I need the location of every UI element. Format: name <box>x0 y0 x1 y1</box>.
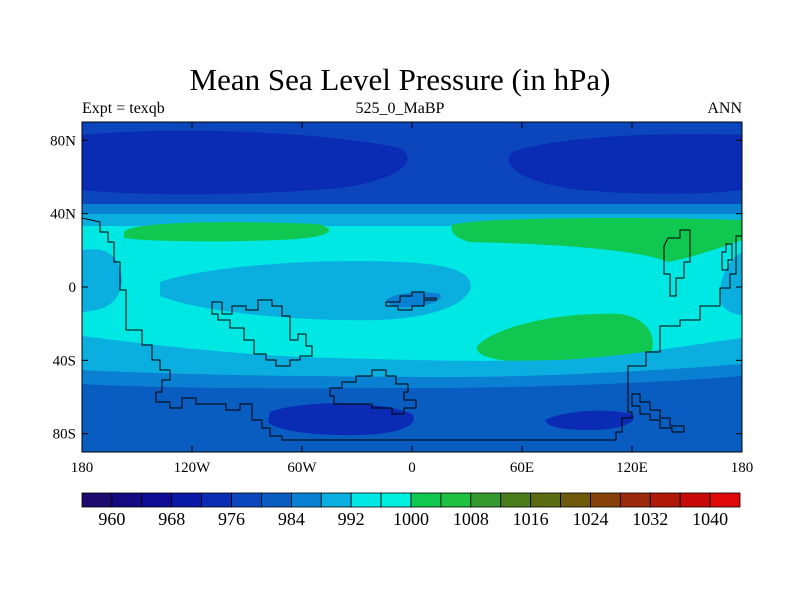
colorbar-swatch <box>590 492 621 508</box>
coastline-main <box>82 217 742 441</box>
colorbar-swatch <box>560 492 591 508</box>
low-core-north-west <box>82 130 408 195</box>
chart-title: Mean Sea Level Pressure (in hPa) <box>189 62 611 97</box>
y-tick-label: 40N <box>50 207 76 223</box>
y-tick-label: 40S <box>53 353 76 369</box>
x-tick-label: 120W <box>174 460 212 476</box>
x-tick-label: 180 <box>71 460 94 476</box>
axis-ticks: 180 120W 60W 0 60E 120E 180 80N 40N 0 40S 80S <box>50 122 753 476</box>
colorbar-swatch <box>410 492 442 508</box>
x-tick-label: 60W <box>287 460 317 476</box>
tropical-patch-west <box>82 249 122 312</box>
colorbar-label: 1040 <box>692 509 728 529</box>
colorbar-swatch <box>261 492 292 508</box>
colorbar-swatch <box>470 492 502 508</box>
contour-fill <box>82 122 742 452</box>
experiment-label: Expt = texqb <box>82 100 165 117</box>
colorbar: 960 968 976 984 992 1000 1008 1016 1024 1032 1040 <box>81 492 741 529</box>
period-label: 525_0_MaBP <box>355 100 445 117</box>
colorbar-swatch <box>320 492 352 508</box>
coastline-peninsula-south <box>631 393 685 433</box>
colorbar-swatch <box>649 492 681 508</box>
colorbar-label: 1032 <box>632 509 668 529</box>
coastline-east-b <box>721 243 733 271</box>
high-north-west <box>124 222 330 242</box>
colorbar-swatch <box>231 492 262 508</box>
colorbar-label: 1024 <box>572 509 608 529</box>
high-south <box>476 313 653 365</box>
season-label: ANN <box>707 100 742 117</box>
colorbar-swatch <box>141 492 173 508</box>
high-north-east <box>451 217 742 262</box>
colorbar-swatch <box>350 492 382 508</box>
colorbar-label: 968 <box>158 509 185 529</box>
colorbar-swatch <box>679 492 711 508</box>
y-tick-label: 80S <box>53 427 76 443</box>
colorbar-swatch <box>201 492 232 508</box>
coastline-island-equator <box>385 291 437 311</box>
colorbar-swatch <box>709 492 741 508</box>
colorbar-label: 992 <box>338 509 365 529</box>
colorbar-label: 1008 <box>453 509 489 529</box>
x-tick-label: 120E <box>616 460 648 476</box>
colorbar-swatch <box>111 492 143 508</box>
x-tick-label: 180 <box>731 460 754 476</box>
colorbar-label: 984 <box>278 509 305 529</box>
coastline-continent-a <box>211 299 313 367</box>
y-tick-label: 0 <box>69 280 77 296</box>
colorbar-swatch <box>440 492 472 508</box>
colorbar-swatch <box>81 492 113 508</box>
colorbar-swatch <box>380 492 412 508</box>
coastlines <box>82 217 742 441</box>
colorbar-label: 976 <box>218 509 245 529</box>
y-tick-label: 80N <box>50 133 76 149</box>
x-tick-label: 0 <box>408 460 416 476</box>
low-core-north-east <box>508 133 742 194</box>
colorbar-swatch <box>619 492 651 508</box>
colorbar-swatch <box>171 492 203 508</box>
colorbar-label: 1016 <box>513 509 549 529</box>
coastline-east-a <box>663 229 691 297</box>
colorbar-swatch <box>530 492 561 508</box>
x-tick-label: 60E <box>510 460 534 476</box>
colorbar-swatch <box>290 492 322 508</box>
colorbar-label: 1000 <box>393 509 429 529</box>
coastline-continent-south <box>329 369 417 415</box>
colorbar-swatch <box>500 492 532 508</box>
low-core-south-west <box>268 403 414 436</box>
low-core-south-east <box>545 410 634 430</box>
colorbar-label: 960 <box>98 509 125 529</box>
